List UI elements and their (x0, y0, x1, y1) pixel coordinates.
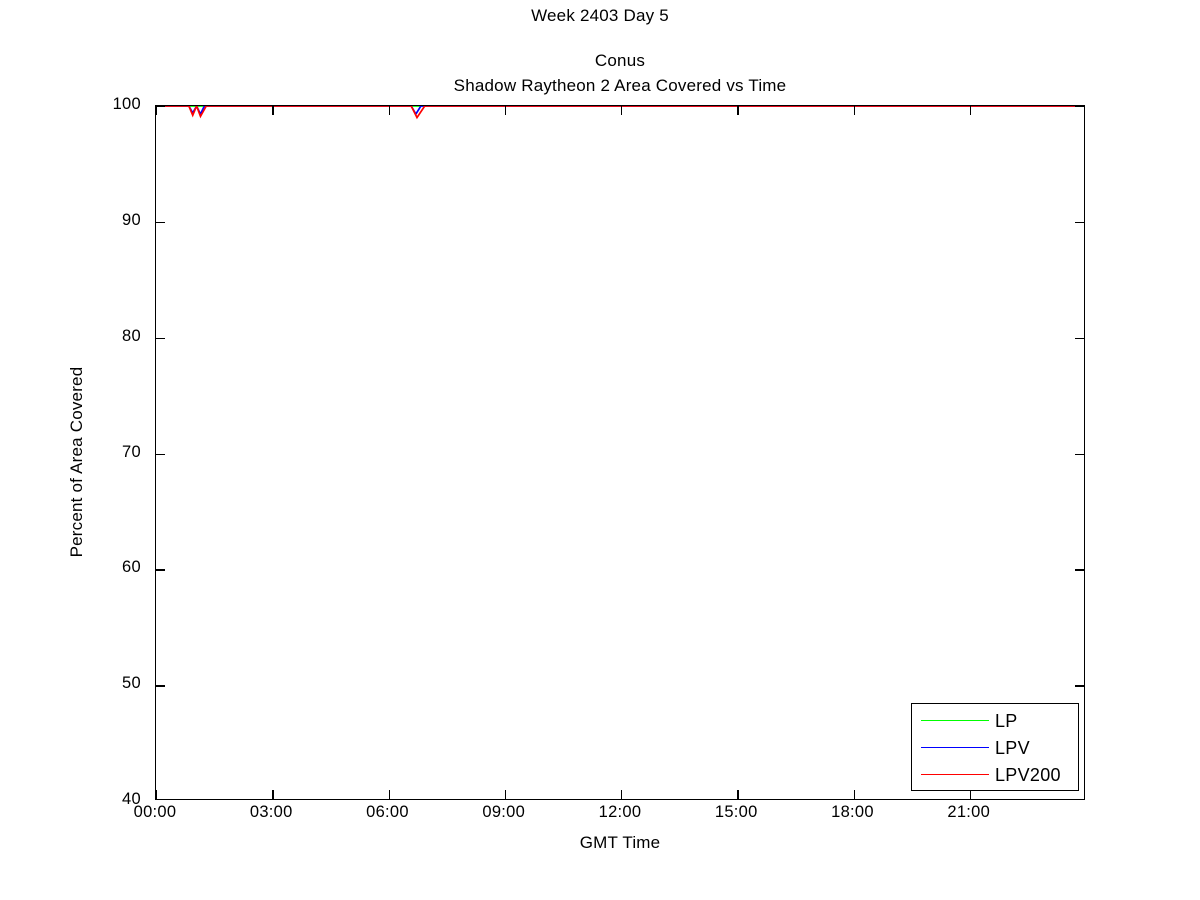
y-tick-label: 40 (122, 790, 141, 808)
x-axis-tick (156, 790, 158, 799)
y-axis-tick (1075, 106, 1084, 108)
y-axis-tick (156, 221, 165, 224)
y-axis-tick (1075, 685, 1084, 687)
x-axis-tick (272, 106, 274, 115)
plot-inner (156, 106, 1084, 799)
x-axis-label: GMT Time (579, 833, 661, 852)
y-axis-tick (156, 106, 165, 108)
plot-area (155, 105, 1085, 800)
y-axis-tick (1075, 337, 1084, 340)
x-axis-tick (969, 790, 972, 799)
chart-title-block: Conus Shadow Raytheon 2 Area Covered vs … (155, 48, 1085, 98)
x-axis-tick (388, 106, 390, 115)
x-axis-tick (737, 106, 739, 115)
x-tick-label: 06:00 (366, 803, 409, 821)
x-tick-label: 00:00 (133, 803, 177, 821)
legend-item[interactable]: LP (912, 707, 1078, 735)
legend-color-swatch (921, 720, 989, 721)
x-axis-tick (504, 106, 507, 115)
y-axis-label: Percent of Area Covered (67, 366, 86, 558)
chart-subtitle: Conus (594, 51, 646, 70)
y-tick-label: 60 (122, 558, 141, 577)
x-tick-label: 18:00 (831, 803, 874, 821)
legend-item[interactable]: LPV200 (912, 761, 1078, 789)
x-tick-label: 15:00 (714, 803, 758, 821)
y-axis-tick (156, 453, 165, 455)
series-line-lpv200 (156, 106, 1084, 120)
legend-label: LPV (995, 738, 1030, 758)
y-tick-label: 100 (112, 95, 141, 113)
legend-color-swatch (921, 747, 989, 748)
y-axis-tick (156, 569, 165, 571)
y-axis-tick (156, 685, 165, 687)
x-axis-tick (388, 790, 390, 799)
x-axis-tick (621, 106, 623, 115)
x-axis-tick (853, 790, 855, 799)
y-tick-label: 70 (122, 442, 141, 461)
legend-color-swatch (921, 774, 989, 775)
legend-label: LPV200 (995, 765, 1061, 785)
y-tick-label: 80 (122, 326, 141, 345)
x-axis-tick (969, 106, 972, 115)
series-line-lpv (156, 106, 1084, 117)
x-axis-tick (853, 106, 855, 115)
y-tick-label: 50 (122, 674, 141, 693)
x-axis-tick (156, 106, 158, 115)
legend-box: LP LPV LPV200 (911, 703, 1079, 791)
x-axis-tick (272, 790, 274, 799)
x-axis-tick (621, 790, 623, 799)
x-axis-tick (504, 790, 507, 799)
y-axis-tick (1075, 453, 1084, 455)
y-tick-label: 90 (122, 210, 141, 229)
x-tick-label: 21:00 (947, 803, 991, 821)
y-axis-tick (156, 337, 165, 340)
x-tick-label: 09:00 (482, 803, 526, 821)
legend-label: LP (995, 711, 1018, 731)
data-series-layer (156, 106, 1084, 120)
y-axis-tick (1075, 569, 1084, 571)
legend-item[interactable]: LPV (912, 734, 1078, 762)
x-axis-tick (737, 790, 739, 799)
x-tick-label: 03:00 (249, 803, 293, 821)
x-tick-label: 12:00 (598, 803, 642, 821)
chart-title: Shadow Raytheon 2 Area Covered vs Time (453, 76, 787, 95)
y-axis-tick (1075, 221, 1084, 224)
super-title: Week 2403 Day 5 (531, 6, 669, 25)
